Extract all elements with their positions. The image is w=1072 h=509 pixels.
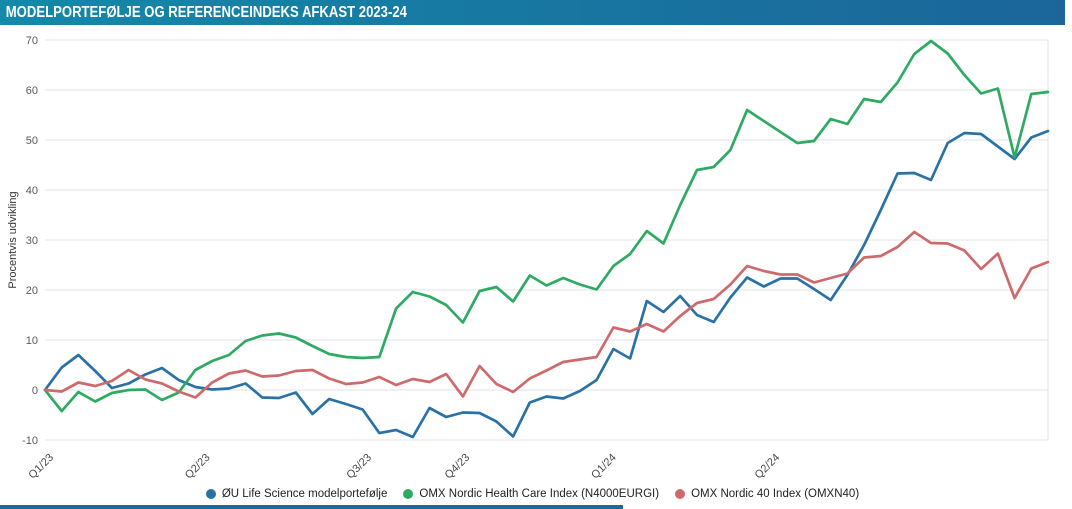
x-tick-label: Q2/24: [753, 452, 783, 482]
legend-item-0: ØU Life Science modelportefølje: [205, 488, 388, 500]
y-tick-label: 0: [32, 385, 38, 397]
y-axis-title: Procentvis udvikling: [7, 191, 19, 288]
x-tick-label: Q4/23: [443, 452, 473, 482]
y-tick-label: 20: [26, 285, 38, 297]
legend-dot-icon: [403, 489, 414, 499]
x-tick-label: Q3/23: [344, 452, 374, 482]
chart-title: MODELPORTEFØLJE OG REFERENCEINDEKS AFKAS…: [5, 3, 407, 21]
legend-item-1: OMX Nordic Health Care Index (N4000EURGI…: [403, 488, 659, 500]
y-tick-label: 60: [26, 85, 38, 97]
header-bar: MODELPORTEFØLJE OG REFERENCEINDEKS AFKAS…: [0, 0, 1065, 25]
legend-label: OMX Nordic Health Care Index (N4000EURGI…: [419, 488, 660, 500]
y-tick-label: 40: [26, 185, 38, 197]
x-tick-label: Q1/24: [589, 452, 619, 482]
y-tick-label: 50: [26, 135, 38, 147]
chart-legend: ØU Life Science modelportefølje OMX Nordi…: [0, 484, 1065, 504]
y-tick-label: -10: [22, 435, 38, 447]
x-axis-ticks: Q1/23 Q2/23 Q3/23 Q4/23 Q1/24 Q2/24: [26, 452, 782, 482]
y-tick-label: 70: [26, 35, 38, 47]
series-line-0: [43, 129, 1050, 439]
x-tick-label: Q1/23: [26, 452, 56, 482]
legend-label: OMX Nordic 40 Index (OMXN40): [691, 488, 860, 500]
data-series: [43, 39, 1050, 439]
bottom-accent-strip: [0, 505, 623, 509]
legend-dot-icon: [675, 489, 686, 499]
y-tick-label: 10: [26, 335, 38, 347]
y-tick-label: 30: [26, 235, 38, 247]
legend-dot-icon: [205, 489, 216, 499]
series-line-2: [43, 230, 1050, 399]
y-axis-ticks: 70 60 50 40 30 20 10 0 -10: [22, 35, 38, 447]
series-line-1: [43, 39, 1050, 413]
legend-item-2: OMX Nordic 40 Index (OMXN40): [675, 488, 859, 500]
legend-label: ØU Life Science modelportefølje: [221, 488, 388, 500]
gridlines: [45, 39, 1049, 441]
x-tick-label: Q2/23: [183, 452, 213, 482]
